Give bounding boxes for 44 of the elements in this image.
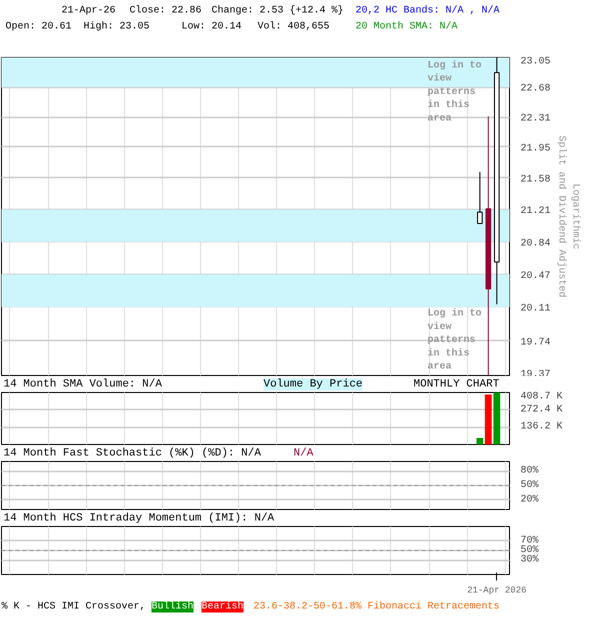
x-tick-label: 21-Apr 2026 xyxy=(467,586,527,596)
y-tick-label: 21.21 xyxy=(520,206,551,218)
text: Low: 20.14 xyxy=(182,22,242,32)
y-tick-label: 22.68 xyxy=(520,84,551,95)
text: 20,2 HC Bands: N/A , N/A xyxy=(356,4,500,16)
y-tick-label: 136.2 K xyxy=(520,422,563,433)
chart-title: 14 Month Fast Stochastic (%K) (%D): N/A xyxy=(4,448,262,460)
text: Logarithmic xyxy=(570,183,582,250)
y-tick-label: 21.95 xyxy=(520,143,551,154)
text: High: 23.05 xyxy=(84,20,150,32)
y-tick-label: 70% xyxy=(520,535,539,546)
text: 21-Apr-26 xyxy=(62,6,116,16)
annotation: Log in to view patterns in this area xyxy=(428,308,482,372)
text: MONTHLY CHART xyxy=(414,378,500,390)
text: N/A xyxy=(294,448,314,460)
y-tick-label: 408.7 K xyxy=(520,392,563,402)
y-tick-label: 22.31 xyxy=(520,114,551,125)
annotation: Log in to view patterns in this area xyxy=(428,60,482,124)
y-tick-label: 20.47 xyxy=(520,271,551,282)
text: Open: 20.61 xyxy=(6,22,72,32)
text: Change: 2.53 {+12.4 %} xyxy=(212,4,344,16)
text: Bullish xyxy=(152,600,194,612)
y-tick-label: 20.11 xyxy=(520,303,551,314)
y-tick-label: 50% xyxy=(520,545,539,556)
y-tick-label: 80% xyxy=(520,466,539,477)
text: 23.6-38.2-50-61.8% Fibonacci Retracements xyxy=(254,600,500,612)
candlestick xyxy=(477,172,483,224)
y-tick-label: 23.05 xyxy=(520,56,551,68)
text: Volume By Price xyxy=(264,378,363,390)
y-axis-title: Split and Dividend Adjusted xyxy=(556,135,568,298)
text: 20 Month SMA: N/A xyxy=(356,20,458,32)
chart-title: 14 Month SMA Volume: N/A xyxy=(4,378,162,390)
y-tick-label: 50% xyxy=(520,480,539,491)
text: Bearish xyxy=(202,600,244,612)
y-tick-label: 21.58 xyxy=(520,174,551,186)
text: Vol: 408,655 xyxy=(258,20,330,32)
text: Close: 22.86 xyxy=(130,4,202,16)
y-tick-label: 20% xyxy=(520,494,539,506)
y-tick-label: 19.74 xyxy=(520,337,551,348)
y-tick-label: 272.4 K xyxy=(520,404,563,416)
text: % K - HCS IMI Crossover, xyxy=(2,602,146,612)
y-tick-label: 20.84 xyxy=(520,238,551,250)
chart-title: 14 Month HCS Intraday Momentum (IMI): N/A xyxy=(4,512,275,524)
y-tick-label: 30% xyxy=(520,554,539,566)
